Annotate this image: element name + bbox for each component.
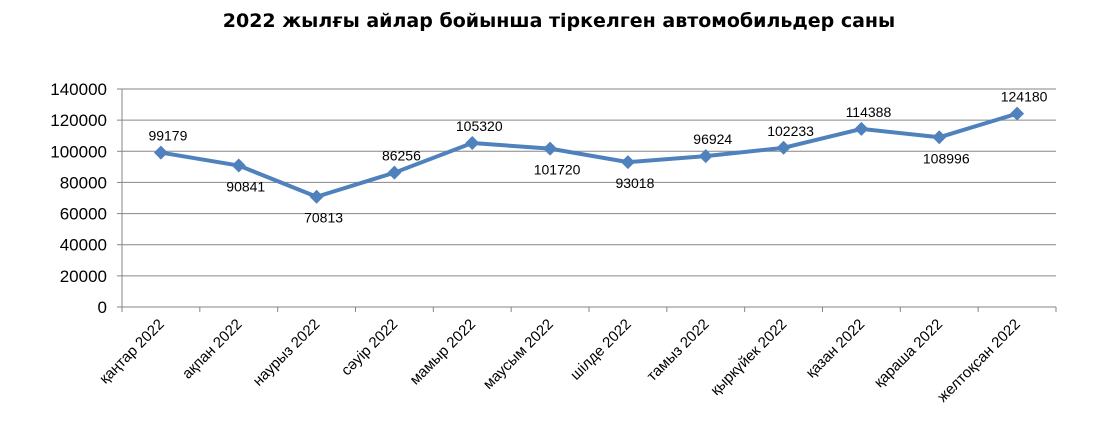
y-tick-label: 80000 xyxy=(60,173,107,192)
data-point xyxy=(465,136,480,151)
y-tick-label: 60000 xyxy=(60,205,107,224)
chart-title: 2022 жылғы айлар бойынша тіркелген автом… xyxy=(222,10,896,32)
data-label: 114388 xyxy=(846,104,892,120)
x-tick-label: шілде 2022 xyxy=(567,316,635,384)
x-tick-label: наурыз 2022 xyxy=(250,316,324,390)
data-label: 101720 xyxy=(534,162,581,178)
x-tick-label: маусым 2022 xyxy=(480,316,557,393)
x-tick-label: қазан 2022 xyxy=(803,316,869,382)
x-tick-label: ақпан 2022 xyxy=(179,316,246,383)
series-line xyxy=(160,111,1018,199)
data-point xyxy=(309,189,324,204)
data-point xyxy=(543,141,558,156)
y-tick-label: 40000 xyxy=(60,236,107,255)
data-point xyxy=(854,121,869,136)
x-tick-label: желтоқсан 2022 xyxy=(934,316,1024,406)
data-point xyxy=(153,145,168,160)
y-tick-label: 120000 xyxy=(50,111,107,130)
data-label: 96924 xyxy=(693,131,732,147)
x-tick-label: мамыр 2022 xyxy=(407,316,480,389)
x-tick-label: тамыз 2022 xyxy=(644,316,713,385)
x-tick-label: қыркүйек 2022 xyxy=(707,316,790,399)
data-label: 99179 xyxy=(148,128,187,144)
data-point xyxy=(698,149,713,164)
data-label: 102233 xyxy=(767,123,814,139)
data-point xyxy=(231,158,246,173)
data-label: 105320 xyxy=(456,118,503,134)
data-label: 70813 xyxy=(304,210,343,226)
y-tick-label: 140000 xyxy=(50,80,107,99)
data-point xyxy=(387,165,402,180)
data-label: 86256 xyxy=(382,148,421,164)
y-tick-label: 100000 xyxy=(50,142,107,161)
data-label: 93018 xyxy=(615,175,654,191)
data-label: 108996 xyxy=(923,150,970,166)
data-point xyxy=(620,155,635,170)
y-tick-label: 0 xyxy=(98,298,107,317)
data-point xyxy=(1010,106,1025,121)
y-tick-label: 20000 xyxy=(60,267,107,286)
x-tick-label: қаңтар 2022 xyxy=(96,316,168,388)
data-label: 124180 xyxy=(1001,89,1048,105)
data-point xyxy=(932,130,947,145)
data-point xyxy=(776,140,791,155)
x-tick-label: сәуір 2022 xyxy=(338,316,401,379)
x-tick-label: қараша 2022 xyxy=(871,316,946,391)
data-label: 90841 xyxy=(226,179,265,195)
